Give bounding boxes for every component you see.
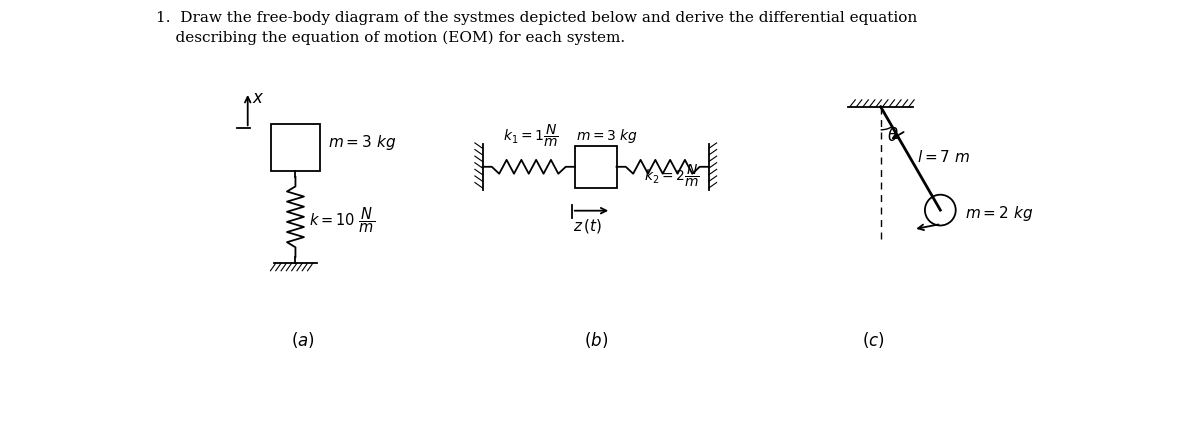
Text: $(c)$: $(c)$ — [862, 330, 884, 350]
Text: $k_1 = 1\dfrac{N}{m}$: $k_1 = 1\dfrac{N}{m}$ — [503, 123, 559, 149]
Bar — [271, 125, 320, 171]
Text: $m = 3\ kg$: $m = 3\ kg$ — [576, 127, 638, 145]
Text: $m = 2\ kg$: $m = 2\ kg$ — [965, 205, 1033, 224]
Text: $(a)$: $(a)$ — [292, 330, 316, 350]
Text: $m = 3\ kg$: $m = 3\ kg$ — [328, 133, 396, 152]
Bar — [575, 146, 617, 188]
Text: $k_2 = 2\dfrac{N}{m}$: $k_2 = 2\dfrac{N}{m}$ — [644, 163, 701, 189]
Text: 1.  Draw the free-body diagram of the systmes depicted below and derive the diff: 1. Draw the free-body diagram of the sys… — [156, 11, 917, 45]
Text: $x$: $x$ — [252, 90, 264, 107]
Text: $\theta$: $\theta$ — [887, 127, 899, 145]
Text: $(b)$: $(b)$ — [583, 330, 608, 350]
Text: $l = 7\ m$: $l = 7\ m$ — [917, 149, 971, 165]
Text: $k = 10\ \dfrac{N}{m}$: $k = 10\ \dfrac{N}{m}$ — [310, 206, 376, 235]
Text: $z\,(t)$: $z\,(t)$ — [574, 217, 602, 235]
